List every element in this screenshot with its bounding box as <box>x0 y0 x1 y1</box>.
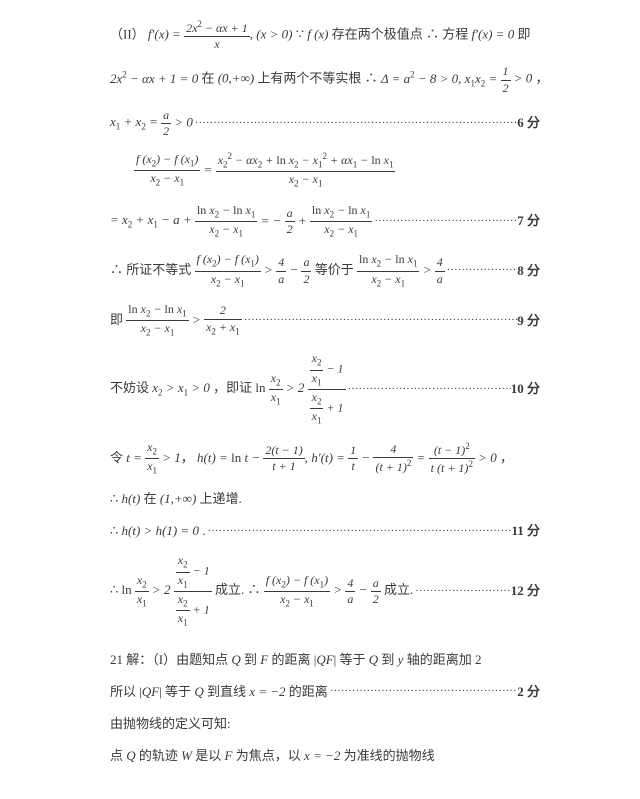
expr: 不妨设 x2 > x1 > 0 ，即证 ln x2x1 > 2 x2x1 − 1… <box>110 352 346 426</box>
math-line-l2: 2x2 − αx + 1 = 0 在 (0,+∞) 上有两个不等实根 ∴ Δ =… <box>110 65 540 94</box>
expr: 点 Q 的轨迹 W 是以 F 为焦点，以 x = −2 为准线的抛物线 <box>110 747 435 765</box>
math-line-l8: 不妨设 x2 > x1 > 0 ，即证 ln x2x1 > 2 x2x1 − 1… <box>110 352 540 426</box>
expr: = x2 + x1 − a + ln x2 − ln x1x2 − x1 = −… <box>110 204 372 240</box>
score-label: 6 分 <box>517 114 540 132</box>
math-line-l15: 由抛物线的定义可知: <box>110 715 540 733</box>
expr: 即 ln x2 − ln x1x2 − x1 > 2x2 + x1 <box>110 303 242 339</box>
leader-dots: ········································… <box>193 116 517 131</box>
score-label: 2 分 <box>517 683 540 701</box>
math-line-l10: ∴ h(t) 在 (1,+∞) 上递增. <box>110 490 540 508</box>
expr: 21 解：（I）由题知点 Q 到 F 的距离 |QF| 等于 Q 到 y 轴的距… <box>110 651 481 669</box>
expr: 2x2 − αx + 1 = 0 在 (0,+∞) 上有两个不等实根 ∴ Δ =… <box>110 65 549 94</box>
expr: ∴ h(t) 在 (1,+∞) 上递增. <box>110 490 242 508</box>
leader-dots: ········································… <box>346 382 511 397</box>
math-line-l4: f (x2) − f (x1)x2 − x1 = x22 − αx2 + ln … <box>110 152 540 190</box>
math-line-l11: ∴ h(t) > h(1) = 0 .·····················… <box>110 522 540 540</box>
math-line-l14: 所以 |QF| 等于 Q 到直线 x = −2 的距离·············… <box>110 683 540 701</box>
score-label: 8 分 <box>517 262 540 280</box>
math-line-l16: 点 Q 的轨迹 W 是以 F 为焦点，以 x = −2 为准线的抛物线 <box>110 747 540 765</box>
leader-dots: ········································… <box>413 584 511 599</box>
math-line-l12: ∴ ln x2x1 > 2 x2x1 − 1x2x1 + 1 成立. ∴ f (… <box>110 554 540 628</box>
math-line-l6: ∴ 所证不等式 f (x2) − f (x1)x2 − x1 > 4a − a2… <box>110 253 540 289</box>
expr: 由抛物线的定义可知: <box>110 715 231 733</box>
math-line-l1: （II） f′(x) = 2x2 − αx + 1x, (x > 0) ∵ f … <box>110 20 540 51</box>
score-label: 10 分 <box>511 380 540 398</box>
expr: ∴ ln x2x1 > 2 x2x1 − 1x2x1 + 1 成立. ∴ f (… <box>110 554 413 628</box>
math-line-l9: 令 t = x2x1 > 1， h(t) = ln t − 2(t − 1)t … <box>110 441 540 477</box>
leader-dots: ········································… <box>372 214 517 229</box>
expr: 所以 |QF| 等于 Q 到直线 x = −2 的距离 <box>110 683 328 701</box>
expr: ∴ 所证不等式 f (x2) − f (x1)x2 − x1 > 4a − a2… <box>110 253 445 289</box>
expr: f (x2) − f (x1)x2 − x1 = x22 − αx2 + ln … <box>134 152 395 190</box>
score-label: 9 分 <box>517 312 540 330</box>
expr: 令 t = x2x1 > 1， h(t) = ln t − 2(t − 1)t … <box>110 441 513 477</box>
score-label: 11 分 <box>511 522 540 540</box>
leader-dots: ········································… <box>206 524 512 539</box>
expr: （II） f′(x) = 2x2 − αx + 1x, (x > 0) ∵ f … <box>110 20 530 51</box>
expr: ∴ h(t) > h(1) = 0 . <box>110 522 206 540</box>
score-label: 12 分 <box>511 582 540 600</box>
leader-dots: ········································… <box>445 263 518 278</box>
leader-dots: ········································… <box>242 313 517 328</box>
score-label: 7 分 <box>517 212 540 230</box>
math-line-l7: 即 ln x2 − ln x1x2 − x1 > 2x2 + x1·······… <box>110 303 540 339</box>
math-line-l13: 21 解：（I）由题知点 Q 到 F 的距离 |QF| 等于 Q 到 y 轴的距… <box>110 651 540 669</box>
math-line-l5: = x2 + x1 − a + ln x2 − ln x1x2 − x1 = −… <box>110 204 540 240</box>
expr: x1 + x2 = a2 > 0 <box>110 109 193 138</box>
leader-dots: ········································… <box>328 684 517 699</box>
math-line-l3: x1 + x2 = a2 > 0························… <box>110 109 540 138</box>
